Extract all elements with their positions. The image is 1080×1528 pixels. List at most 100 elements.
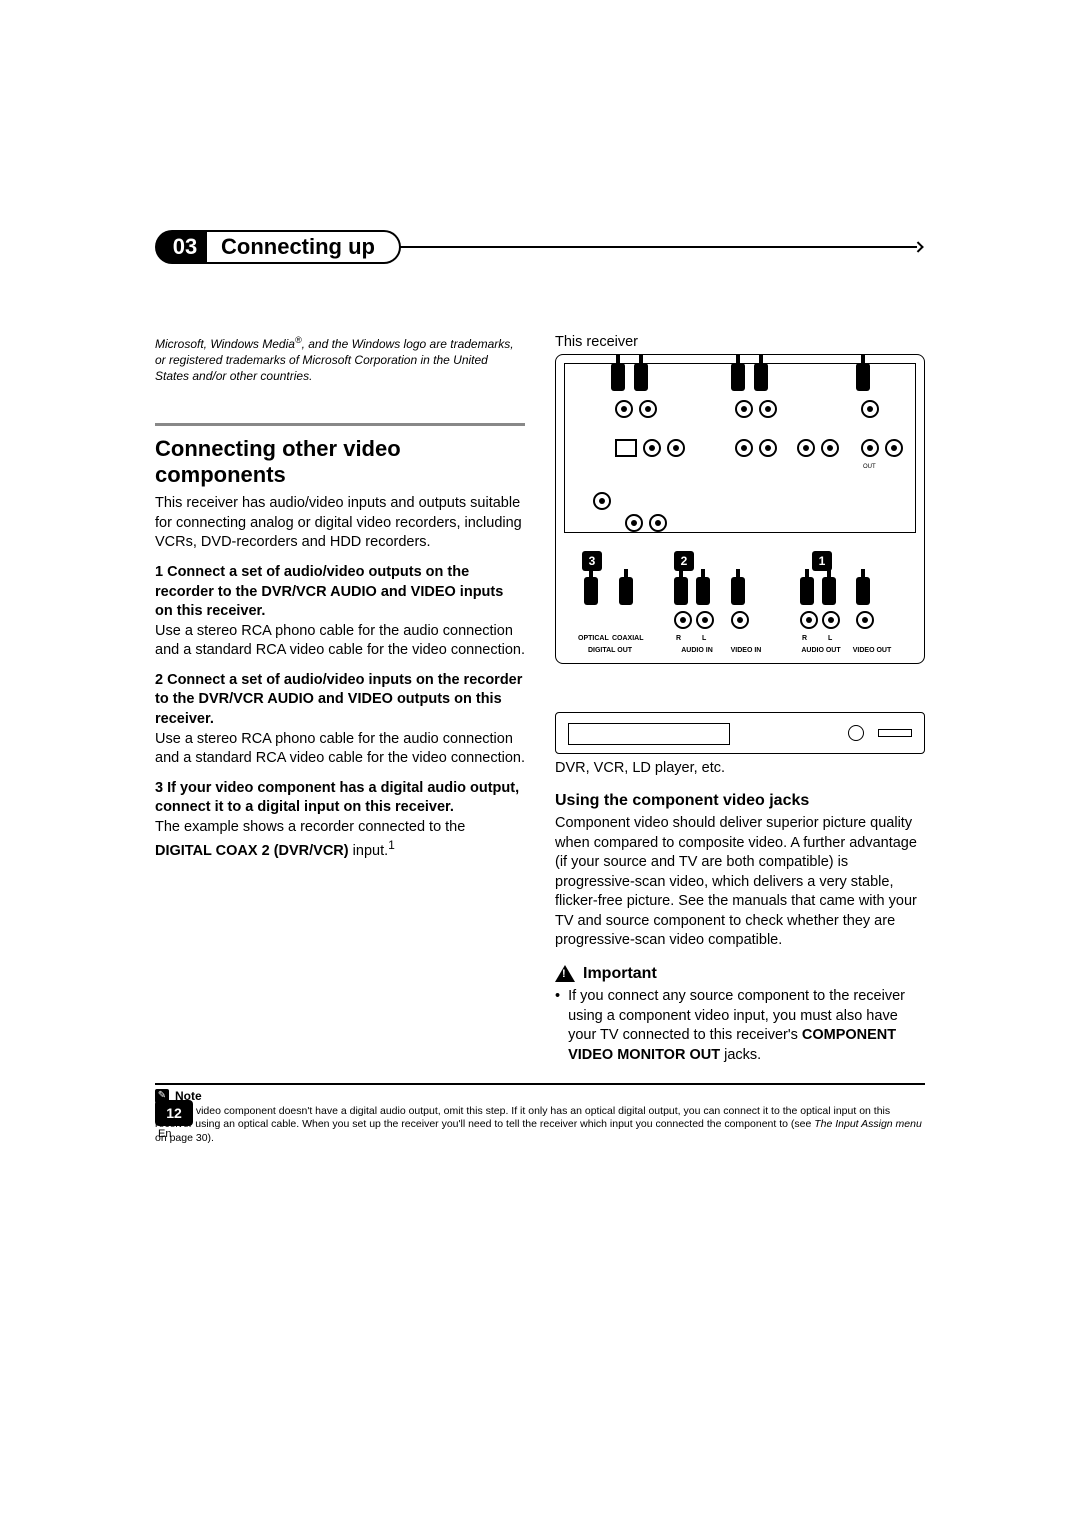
- chapter-header: 03 Connecting up: [155, 230, 925, 264]
- coaxial-label: COAXIAL: [612, 635, 644, 642]
- cable-plug-icon: [754, 363, 768, 391]
- cable-plug-icon: [731, 577, 745, 605]
- callout-badge-3: 3: [582, 551, 602, 571]
- r-label: R: [676, 635, 681, 642]
- text: Microsoft, Windows Media: [155, 337, 295, 351]
- step-2: 2 Connect a set of audio/video inputs on…: [155, 671, 525, 769]
- important-label: Important: [583, 965, 657, 983]
- page-content: 03 Connecting up Microsoft, Windows Medi…: [155, 230, 925, 1146]
- external-device-icon: [555, 712, 925, 754]
- left-column: Microsoft, Windows Media®, and the Windo…: [155, 334, 525, 1065]
- footnote-ref: 1: [388, 838, 395, 852]
- step-2-lead: 2 Connect a set of audio/video inputs on…: [155, 672, 522, 727]
- step-3: 3 If your video component has a digital …: [155, 779, 525, 862]
- digital-out-label: DIGITAL OUT: [580, 647, 640, 654]
- text: 1 If your video component doesn't have a…: [155, 1105, 890, 1131]
- jack-icon: [759, 439, 777, 457]
- out-label: OUT: [863, 464, 876, 470]
- right-column: This receiver: [555, 334, 925, 1065]
- registered-mark: ®: [295, 335, 302, 345]
- section-bar: [155, 423, 525, 426]
- connection-diagram: OUT 3: [555, 354, 925, 664]
- language-code: En: [158, 1128, 171, 1140]
- optical-label: OPTICAL: [578, 635, 609, 642]
- jack-icon: [800, 611, 818, 629]
- jack-icon: [856, 611, 874, 629]
- text: , and the Windows logo are: [302, 337, 447, 351]
- note-heading: ✎ Note: [155, 1089, 925, 1103]
- step-1: 1 Connect a set of audio/video outputs o…: [155, 563, 525, 661]
- text: jacks.: [720, 1047, 761, 1063]
- intro-paragraph: This receiver has audio/video inputs and…: [155, 494, 525, 553]
- important-heading: Important: [555, 965, 925, 983]
- cable-plug-icon: [856, 577, 870, 605]
- l-label: L: [828, 635, 832, 642]
- warning-icon: [555, 965, 575, 982]
- cable-plug-icon: [674, 577, 688, 605]
- cable-plug-icon: [584, 577, 598, 605]
- jack-icon: [861, 400, 879, 418]
- cable-plug-icon: [822, 577, 836, 605]
- step-1-lead: 1 Connect a set of audio/video outputs o…: [155, 564, 503, 619]
- audio-in-label: AUDIO IN: [672, 647, 722, 654]
- subsection-body: Component video should deliver superior …: [555, 814, 925, 951]
- important-bullet: If you connect any source component to t…: [555, 987, 925, 1065]
- cable-plug-icon: [856, 363, 870, 391]
- footnote-rule: [155, 1083, 925, 1085]
- page-number: 12: [155, 1100, 193, 1126]
- jack-icon: [797, 439, 815, 457]
- columns: Microsoft, Windows Media®, and the Windo…: [155, 334, 925, 1065]
- cable-plug-icon: [800, 577, 814, 605]
- section-heading: Connecting other video components: [155, 436, 525, 489]
- trademark-notice: Microsoft, Windows Media®, and the Windo…: [155, 334, 525, 385]
- header-rule: [399, 246, 917, 248]
- jack-icon: [649, 514, 667, 532]
- cable-plug-icon: [696, 577, 710, 605]
- jack-icon: [696, 611, 714, 629]
- jack-icon: [735, 400, 753, 418]
- chapter-number: 03: [155, 230, 207, 264]
- step-3-bold: DIGITAL COAX 2 (DVR/VCR): [155, 843, 349, 859]
- jack-icon: [593, 492, 611, 510]
- step-3-body-b: input.: [349, 843, 389, 859]
- jack-icon: [615, 400, 633, 418]
- diagram-top-label: This receiver: [555, 334, 925, 350]
- jack-icon: [759, 400, 777, 418]
- step-3-body-a: The example shows a recorder connected t…: [155, 819, 465, 835]
- jack-icon: [643, 439, 661, 457]
- step-3-lead: 3 If your video component has a digital …: [155, 780, 519, 816]
- subsection-heading: Using the component video jacks: [555, 792, 925, 810]
- device-slot-icon: [878, 729, 912, 737]
- jack-icon: [667, 439, 685, 457]
- step-1-body: Use a stereo RCA phono cable for the aud…: [155, 623, 525, 659]
- body-text: This receiver has audio/video inputs and…: [155, 494, 525, 861]
- audio-out-label: AUDIO OUT: [794, 647, 848, 654]
- jack-icon: [822, 611, 840, 629]
- cable-plug-icon: [634, 363, 648, 391]
- l-label: L: [702, 635, 706, 642]
- callout-badge-2: 2: [674, 551, 694, 571]
- text-italic: The Input Assign menu: [814, 1118, 922, 1130]
- chapter-title: Connecting up: [207, 230, 401, 264]
- jack-icon: [821, 439, 839, 457]
- device-knob-icon: [848, 725, 864, 741]
- jack-icon: [885, 439, 903, 457]
- video-out-label: VIDEO OUT: [850, 647, 894, 654]
- callout-badge-1: 1: [812, 551, 832, 571]
- jack-icon: [735, 439, 753, 457]
- jack-icon: [674, 611, 692, 629]
- video-in-label: VIDEO IN: [726, 647, 766, 654]
- jack-icon: [639, 400, 657, 418]
- optical-jack-icon: [615, 439, 637, 457]
- jack-icon: [861, 439, 879, 457]
- r-label: R: [802, 635, 807, 642]
- diagram-bottom-label: DVR, VCR, LD player, etc.: [555, 760, 925, 776]
- jack-icon: [625, 514, 643, 532]
- cable-plug-icon: [619, 577, 633, 605]
- cable-plug-icon: [731, 363, 745, 391]
- cable-plug-icon: [611, 363, 625, 391]
- header-cap: [913, 241, 924, 252]
- step-2-body: Use a stereo RCA phono cable for the aud…: [155, 731, 525, 767]
- footnote-text: 1 If your video component doesn't have a…: [155, 1105, 925, 1146]
- jack-icon: [731, 611, 749, 629]
